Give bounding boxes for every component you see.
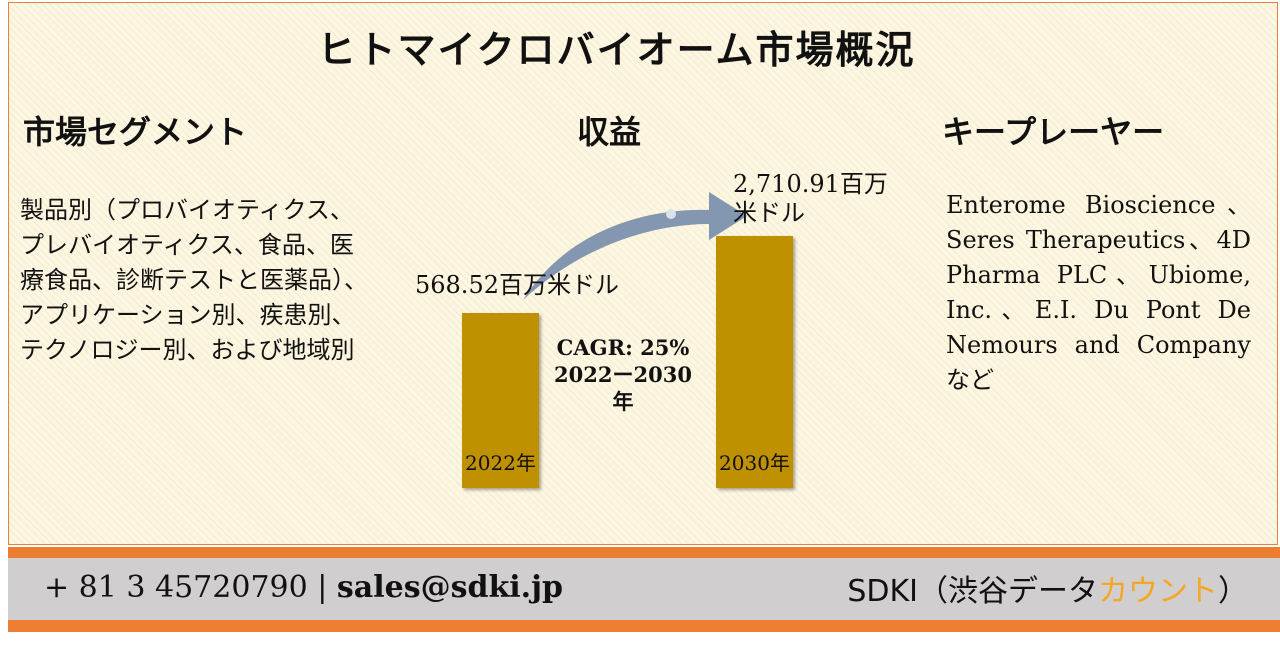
- contact-info: + 81 3 45720790 | sales@sdki.jp: [44, 570, 563, 605]
- brand-suffix: ）: [1218, 574, 1248, 609]
- revenue-bar-2030: 2030年: [716, 236, 793, 488]
- page-title: ヒトマイクロバイオーム市場概況: [317, 27, 916, 72]
- footer-accent-band: [8, 547, 1280, 558]
- cagr-value: CAGR: 25%: [556, 335, 690, 360]
- key-players-list: Enterome Bioscience、Seres Therapeutics、4…: [946, 191, 1251, 394]
- brand-name: SDKI（渋谷データカウント）: [847, 566, 1248, 610]
- phone-number[interactable]: + 81 3 45720790: [44, 570, 308, 605]
- growth-arrow-icon: [523, 192, 747, 300]
- footer-accent-band: [8, 620, 1280, 632]
- revenue-heading: 収益: [577, 113, 642, 151]
- bar-year-label: 2030年: [719, 451, 790, 475]
- email-link[interactable]: sales@sdki.jp: [336, 570, 563, 605]
- value-label-2022: 568.52百万米ドル: [415, 271, 619, 299]
- cagr-label: CAGR: 25% 2022ー2030年: [553, 334, 693, 415]
- separator: |: [317, 570, 328, 605]
- brand-accent: カウント: [1098, 574, 1218, 609]
- revenue-bar-2022: 2022年: [462, 313, 539, 488]
- segment-heading: 市場セグメント: [23, 113, 248, 151]
- market-overview-panel: ヒトマイクロバイオーム市場概況 市場セグメント 収益 キープレーヤー 製品別（プ…: [8, 2, 1278, 545]
- cagr-period: 2022ー2030年: [554, 362, 692, 414]
- key-players-heading: キープレーヤー: [942, 113, 1165, 151]
- bar-year-label: 2022年: [465, 451, 536, 475]
- footer-bar: [8, 558, 1280, 620]
- brand-prefix: SDKI（渋谷データ: [847, 574, 1098, 609]
- segment-description: 製品別（プロバイオティクス、プレバイオティクス、食品、医療食品、診断テストと医薬…: [20, 196, 368, 364]
- value-label-2030: 2,710.91百万米ドル: [733, 170, 888, 227]
